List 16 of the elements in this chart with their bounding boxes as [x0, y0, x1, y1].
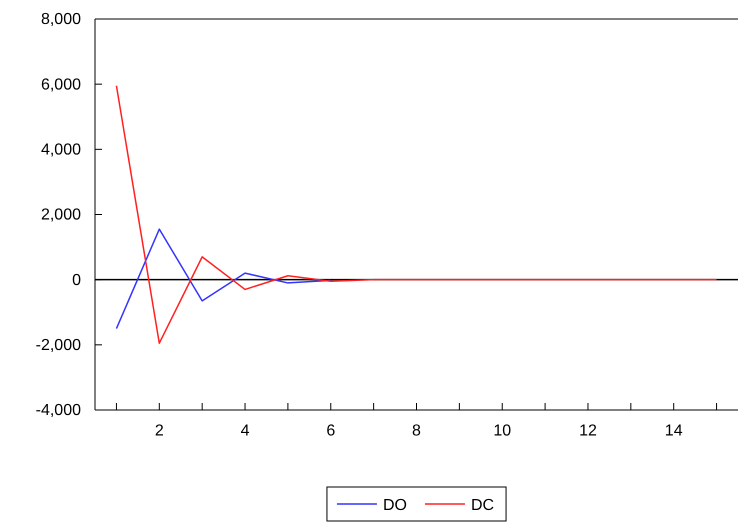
- x-tick-label: 8: [412, 422, 422, 440]
- x-tick-label: 4: [240, 422, 250, 440]
- x-tick-label: 6: [326, 422, 336, 440]
- x-tick-label: 2: [154, 422, 164, 440]
- y-tick-label: 8,000: [40, 11, 82, 28]
- y-tick-label: -4,000: [36, 402, 82, 420]
- x-tick-label: 12: [579, 422, 597, 440]
- y-tick-label: -2,000: [36, 336, 82, 354]
- legend-label: DC: [470, 497, 494, 514]
- x-tick-label: 14: [664, 422, 683, 440]
- y-tick-label: 4,000: [40, 141, 82, 158]
- y-tick-label: 0: [72, 272, 82, 289]
- y-tick-label: 2,000: [40, 206, 82, 224]
- legend-label: DO: [382, 497, 407, 514]
- x-tick-label: 10: [493, 422, 512, 440]
- y-tick-label: 6,000: [40, 76, 82, 94]
